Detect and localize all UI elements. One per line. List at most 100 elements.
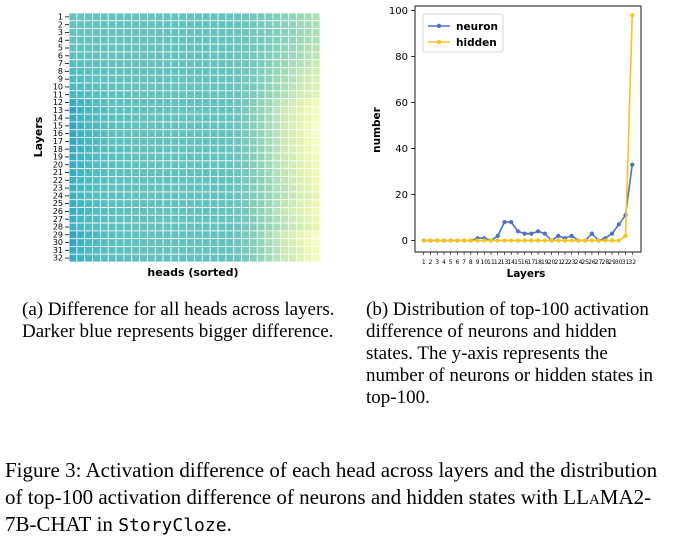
heatmap-cell — [296, 238, 305, 247]
heatmap-cell — [280, 59, 290, 68]
heatmap-cell — [123, 207, 133, 216]
heatmap-cell — [92, 59, 101, 68]
heatmap-cell — [162, 137, 172, 146]
heatmap-y-tick-label: 25 — [53, 199, 63, 208]
heatmap-cell — [233, 20, 242, 29]
heatmap-cell — [84, 59, 93, 68]
heatmap-cell — [303, 137, 313, 146]
heatmap-cell — [217, 90, 227, 99]
heatmap-cell — [131, 160, 140, 170]
heatmap-cell — [233, 98, 242, 107]
heatmap-cell — [147, 59, 156, 68]
heatmap-cell — [170, 98, 180, 107]
heatmap-cell — [311, 176, 321, 185]
heatmap-cell — [241, 28, 250, 37]
heatmap-cell — [107, 129, 117, 138]
heatmap-cell — [288, 121, 297, 131]
heatmap-cell — [264, 129, 274, 138]
heatmap-y-tick-label: 6 — [58, 51, 63, 60]
heatmap-cell — [162, 230, 172, 240]
heatmap-cell — [209, 82, 219, 92]
heatmap-cell — [272, 207, 282, 216]
heatmap-cell — [225, 253, 235, 263]
heatmap-cell — [225, 199, 235, 208]
heatmap-cell — [256, 230, 266, 240]
heatmap-y-tick-label: 1 — [58, 12, 63, 21]
heatmap-cell — [68, 199, 78, 208]
heatmap-cell — [147, 176, 156, 185]
heatmap-cell — [264, 82, 274, 92]
data-point-hidden — [502, 238, 507, 243]
heatmap-cell — [249, 43, 258, 53]
heatmap-cell — [249, 253, 258, 263]
heatmap-cell — [99, 253, 109, 263]
heatmap-cell — [201, 90, 211, 99]
heatmap-cell — [233, 90, 242, 99]
heatmap-cell — [296, 199, 305, 208]
heatmap-cell — [241, 90, 250, 99]
heatmap-cell — [256, 74, 266, 84]
heatmap-cell — [170, 160, 180, 170]
heatmap-cell — [249, 67, 258, 76]
heatmap-cell — [288, 98, 297, 107]
heatmap-cell — [123, 137, 133, 146]
heatmap-cell — [225, 222, 235, 232]
heatmap-cell — [186, 238, 195, 247]
heatmap-cell — [115, 137, 125, 146]
heatmap-cell — [311, 59, 321, 68]
heatmap-cell — [76, 238, 86, 247]
heatmap-cell — [303, 207, 313, 216]
heatmap-cell — [217, 105, 227, 115]
heatmap-cell — [194, 230, 203, 240]
heatmap-cell — [68, 176, 78, 185]
heatmap-y-label: Layers — [32, 116, 45, 157]
heatmap-cell — [154, 35, 164, 45]
heatmap-cell — [115, 207, 125, 216]
data-point-hidden — [488, 238, 494, 243]
heatmap-cell — [123, 191, 133, 201]
heatmap-cell — [249, 191, 258, 201]
heatmap-cell — [233, 207, 242, 216]
heatmap-cell — [154, 82, 164, 92]
heatmap-cell — [170, 214, 180, 224]
heatmap-cell — [99, 207, 109, 216]
heatmap-cell — [296, 59, 305, 68]
heatmap-cell — [76, 43, 86, 53]
heatmap-cell — [249, 160, 258, 170]
heatmap-cell — [225, 12, 235, 22]
heatmap-cell — [123, 105, 133, 115]
heatmap-cell — [249, 144, 258, 154]
heatmap-cell — [139, 230, 148, 240]
heatmap-cell — [162, 176, 172, 185]
heatmap-cell — [264, 253, 274, 263]
heatmap-y-tick-label: 10 — [53, 83, 63, 92]
heatmap-cell — [123, 90, 133, 99]
heatmap-cell — [68, 82, 78, 92]
heatmap-cell — [170, 176, 180, 185]
heatmap-cell — [311, 20, 321, 29]
heatmap-cell — [92, 28, 101, 37]
heatmap-y-tick-label: 23 — [53, 184, 63, 193]
heatmap-cell — [99, 121, 109, 131]
heatmap-cell — [249, 207, 258, 216]
heatmap-cell — [272, 20, 282, 29]
heatmap-cell — [311, 253, 321, 263]
heatmap-cell — [131, 176, 140, 185]
heatmap-cell — [194, 207, 203, 216]
heatmap-cell — [147, 105, 156, 115]
heatmap-cell — [76, 129, 86, 138]
heatmap-cell — [76, 59, 86, 68]
heatmap-cell — [186, 222, 195, 232]
heatmap-cell — [296, 129, 305, 138]
heatmap-cell — [99, 12, 109, 22]
data-point-hidden — [549, 238, 554, 243]
heatmap-cell — [178, 35, 188, 45]
heatmap-cell — [272, 121, 282, 131]
heatmap-cell — [303, 168, 313, 177]
heatmap-cell — [131, 238, 140, 247]
heatmap-cell — [296, 113, 305, 123]
heatmap-cell — [288, 168, 297, 177]
heatmap-cell — [217, 238, 227, 247]
heatmap-cell — [225, 51, 235, 61]
heatmap-cell — [194, 35, 203, 45]
